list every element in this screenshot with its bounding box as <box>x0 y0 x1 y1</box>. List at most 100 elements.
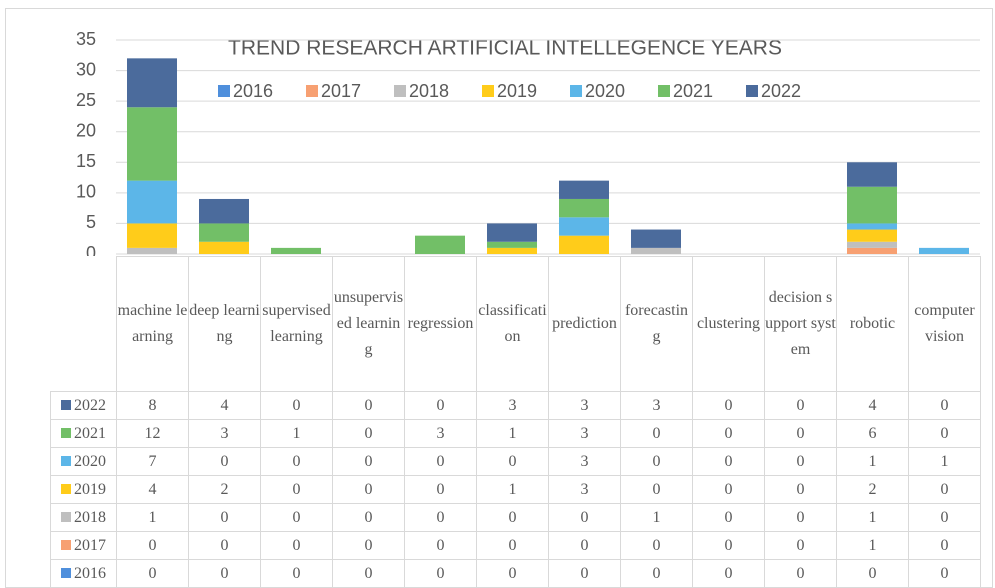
bar-segment <box>847 247 897 254</box>
series-cell: 2021 <box>50 419 117 448</box>
bar-segment <box>487 247 537 254</box>
series-name: 2022 <box>74 396 106 414</box>
table-value: 0 <box>404 559 477 588</box>
table-value: 8 <box>116 391 189 420</box>
table-value: 0 <box>908 391 981 420</box>
table-value: 0 <box>692 447 765 476</box>
table-value: 0 <box>188 531 261 560</box>
table-value: 0 <box>908 503 981 532</box>
bar-segment <box>127 107 177 181</box>
legend-label: 2018 <box>409 81 449 101</box>
table-value: 0 <box>548 559 621 588</box>
table-value: 0 <box>404 503 477 532</box>
bar-segment <box>487 241 537 248</box>
legend-key <box>658 85 670 97</box>
category-label: machine learning <box>116 256 189 392</box>
y-tick-label: 10 <box>76 182 96 202</box>
table-value: 0 <box>116 531 189 560</box>
bar-segment <box>127 223 177 248</box>
table-value: 0 <box>332 447 405 476</box>
bar-segment <box>631 229 681 248</box>
table-value: 3 <box>404 419 477 448</box>
table-value: 0 <box>620 531 693 560</box>
table-value: 0 <box>764 503 837 532</box>
bar-segment <box>415 235 465 254</box>
series-name: 2018 <box>74 508 106 526</box>
bar-segment <box>199 198 249 224</box>
table-row: 2018 1 0 0 0 0 0 0 1 0 0 1 0 <box>50 503 981 532</box>
table-value: 0 <box>188 447 261 476</box>
legend-label: 2021 <box>673 81 713 101</box>
bar-segment <box>199 241 249 254</box>
category-label: regression <box>404 256 477 392</box>
table-value: 0 <box>548 531 621 560</box>
bar-segment <box>199 223 249 242</box>
table-header-row: machine learning deep learning supervised … <box>51 256 981 392</box>
table-value: 3 <box>548 391 621 420</box>
table-value: 0 <box>908 419 981 448</box>
table-value: 0 <box>836 559 909 588</box>
bar-segment <box>847 162 897 187</box>
legend-label: 2020 <box>585 81 625 101</box>
table-row: 2016 0 0 0 0 0 0 0 0 0 0 0 0 <box>50 559 981 588</box>
bar-segment <box>127 247 177 254</box>
legend-key <box>61 399 71 410</box>
bar-segment <box>559 235 609 254</box>
table-corner <box>51 257 117 392</box>
y-tick-label: 0 <box>86 243 96 256</box>
table-value: 0 <box>476 447 549 476</box>
table-value: 0 <box>260 531 333 560</box>
table-value: 1 <box>836 503 909 532</box>
bar-segment <box>847 241 897 248</box>
table-value: 4 <box>836 391 909 420</box>
table-value: 3 <box>548 447 621 476</box>
series-cell: 2022 <box>50 391 117 420</box>
table-value: 1 <box>116 503 189 532</box>
legend-key <box>482 85 494 97</box>
series-cell: 2017 <box>50 531 117 560</box>
legend-key <box>61 427 71 438</box>
table-value: 2 <box>836 475 909 504</box>
category-label: computer vision <box>908 256 981 392</box>
table-value: 2 <box>188 475 261 504</box>
bar-segment <box>847 229 897 242</box>
table-row: 2020 7 0 0 0 0 0 3 0 0 0 1 1 <box>50 447 981 476</box>
table-row: 2022 8 4 0 0 0 3 3 3 0 0 4 0 <box>50 391 981 420</box>
legend-key <box>61 539 71 550</box>
legend-key <box>61 511 71 522</box>
table-value: 0 <box>764 559 837 588</box>
table-row: 2019 4 2 0 0 0 1 3 0 0 0 2 0 <box>50 475 981 504</box>
table-value: 0 <box>260 447 333 476</box>
table-value: 0 <box>908 475 981 504</box>
table-value: 0 <box>476 559 549 588</box>
table-value: 0 <box>692 531 765 560</box>
table-value: 0 <box>548 503 621 532</box>
table-value: 1 <box>260 419 333 448</box>
table-value: 0 <box>764 391 837 420</box>
table-row: 2021 12 3 1 0 3 1 3 0 0 0 6 0 <box>50 419 981 448</box>
table-value: 0 <box>332 559 405 588</box>
table-value: 1 <box>908 447 981 476</box>
series-name: 2020 <box>74 452 106 470</box>
table-value: 4 <box>188 391 261 420</box>
table-value: 1 <box>836 531 909 560</box>
chart: TREND RESEARCH ARTIFICIAL INTELLEGENCE Y… <box>76 29 980 256</box>
y-tick-label: 35 <box>76 29 96 49</box>
table-value: 3 <box>476 391 549 420</box>
y-tick-label: 20 <box>76 120 96 140</box>
table-value: 3 <box>548 419 621 448</box>
category-label: decision support system <box>764 256 837 392</box>
legend-label: 2016 <box>233 81 273 101</box>
table-value: 0 <box>332 419 405 448</box>
table-value: 0 <box>476 531 549 560</box>
y-tick-label: 30 <box>76 59 96 79</box>
table-value: 4 <box>116 475 189 504</box>
table-value: 0 <box>116 559 189 588</box>
table-row: 2017 0 0 0 0 0 0 0 0 0 0 1 0 <box>50 531 981 560</box>
series-name: 2016 <box>74 564 106 582</box>
table-value: 0 <box>260 559 333 588</box>
y-tick-label: 5 <box>86 212 96 232</box>
table-value: 0 <box>764 419 837 448</box>
category-label: forecasting <box>620 256 693 392</box>
